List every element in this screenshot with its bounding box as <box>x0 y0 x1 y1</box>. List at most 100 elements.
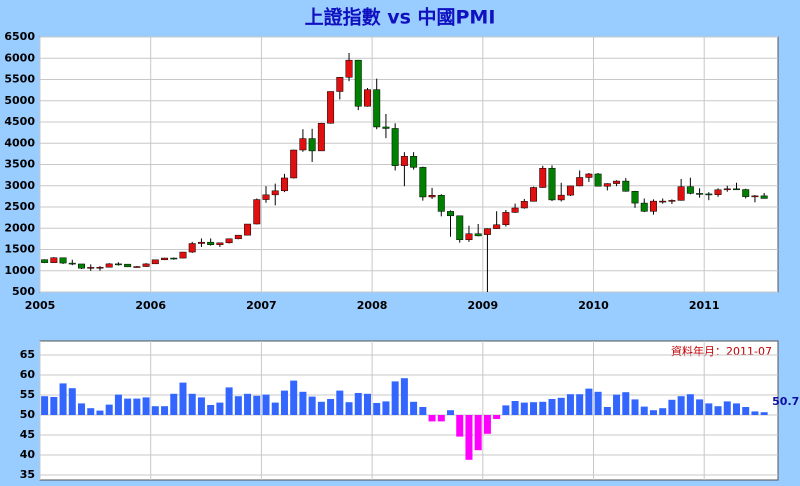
candle-body <box>613 180 621 184</box>
candle-body <box>419 167 427 198</box>
candle-body <box>151 259 159 265</box>
candle-body <box>262 194 270 200</box>
y-tick-label: 6000 <box>4 51 35 64</box>
candle-body <box>760 195 768 199</box>
y-tick-label: 40 <box>20 448 36 461</box>
candle-body <box>161 257 169 261</box>
bar <box>483 415 491 434</box>
bar <box>96 410 104 415</box>
candle-body <box>530 187 538 202</box>
bar <box>59 383 67 415</box>
bar <box>548 399 556 415</box>
candle-body <box>677 186 685 201</box>
bar <box>50 397 58 415</box>
candle-body <box>520 201 528 209</box>
bar <box>78 403 86 415</box>
bar <box>585 388 593 415</box>
y-tick-label: 1000 <box>4 264 35 277</box>
bar <box>723 401 731 415</box>
candle-body <box>336 77 344 92</box>
candle-body <box>511 207 519 213</box>
bar <box>631 399 639 415</box>
bar <box>253 395 261 415</box>
bar <box>686 394 694 415</box>
bar <box>742 407 750 415</box>
bar <box>410 401 418 415</box>
y-tick-label: 500 <box>12 285 35 298</box>
bar <box>751 411 759 415</box>
bar <box>142 397 150 415</box>
bar <box>705 403 713 415</box>
bar <box>714 406 722 415</box>
y-tick-label: 6500 <box>4 30 35 43</box>
value-label: 50.7 <box>772 395 799 408</box>
candle-body <box>622 180 630 192</box>
bar <box>437 415 445 422</box>
y-tick-label: 35 <box>20 468 35 481</box>
candle-body <box>649 200 657 212</box>
candle-body <box>410 156 418 168</box>
y-tick-label: 4500 <box>4 115 35 128</box>
candle-body <box>668 200 676 202</box>
bar <box>87 408 95 415</box>
candle-body <box>105 263 113 268</box>
bar <box>677 396 685 415</box>
y-tick-label: 4000 <box>4 136 35 149</box>
candle-body <box>364 89 371 107</box>
bar <box>290 380 298 415</box>
bar <box>493 415 501 419</box>
bar <box>428 415 436 422</box>
bar <box>566 394 574 415</box>
bar <box>640 406 648 415</box>
y-tick-label: 2000 <box>4 221 35 234</box>
bar <box>594 391 602 415</box>
bar <box>271 402 279 415</box>
candle-body <box>696 193 704 195</box>
candle-body <box>207 241 215 245</box>
candle-body <box>197 241 205 244</box>
bar <box>114 394 122 415</box>
bar <box>179 382 187 415</box>
bar <box>363 393 371 415</box>
candle-body <box>576 177 584 187</box>
candle-body <box>50 257 58 263</box>
bar <box>732 403 740 415</box>
candle-body <box>188 243 196 253</box>
candle-body <box>465 233 473 241</box>
bar <box>760 412 768 415</box>
bar <box>336 390 344 415</box>
candle-body <box>114 263 122 266</box>
bar <box>41 396 49 415</box>
bar <box>613 394 621 415</box>
bar <box>557 397 565 415</box>
bar <box>317 401 325 415</box>
candle-body <box>327 91 335 124</box>
candle-body <box>216 242 224 245</box>
bar <box>161 406 169 415</box>
bar <box>382 401 390 415</box>
candle-body <box>437 195 445 212</box>
chart-title: 上證指數 vs 中國PMI <box>305 6 496 29</box>
bar <box>400 378 408 415</box>
bar <box>419 407 427 415</box>
bar <box>622 392 630 415</box>
bar <box>244 393 252 415</box>
candle-body <box>373 89 381 128</box>
bar <box>133 398 141 415</box>
candle-body <box>271 190 279 196</box>
candle-body <box>557 194 565 201</box>
bar <box>373 403 381 415</box>
candle-body <box>714 189 722 195</box>
bar <box>502 405 510 415</box>
candle-body <box>483 228 491 235</box>
candle-body <box>566 185 574 196</box>
bar <box>474 415 482 451</box>
bar <box>456 415 464 437</box>
candle-body <box>234 234 242 240</box>
candle-body <box>59 257 67 264</box>
y-tick-label: 45 <box>20 428 35 441</box>
candle-body <box>244 223 252 236</box>
candle-body <box>299 138 307 151</box>
y-tick-label: 5000 <box>4 94 35 107</box>
